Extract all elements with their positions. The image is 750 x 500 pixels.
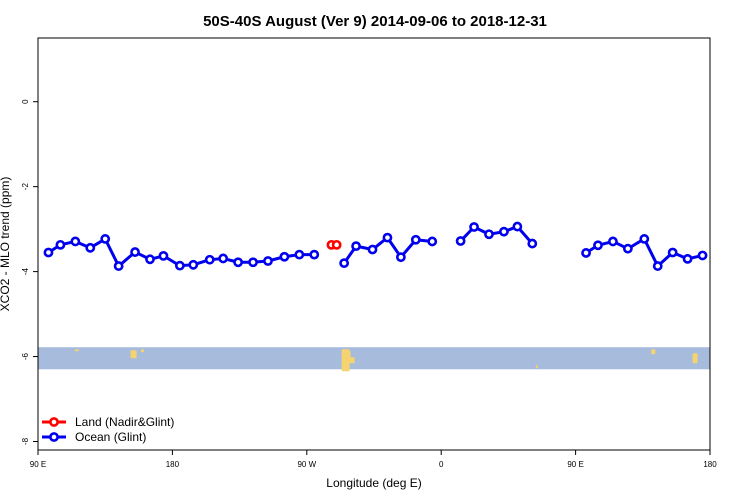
land-patch-1 [130, 350, 137, 359]
ocean-glint-point-0-1 [55, 239, 66, 250]
x-tick-label-4: 90 E [567, 460, 583, 469]
chart-title: 50S-40S August (Ver 9) 2014-09-06 to 201… [203, 13, 547, 30]
y-tick-label-0: 0 [21, 99, 30, 104]
land-patch-2 [141, 349, 145, 353]
land-patch-5 [348, 357, 355, 364]
x-axis: 90 E 180 90 W 0 90 E 180 [30, 450, 717, 469]
ocean-glint-point-1-2 [367, 244, 378, 255]
x-tick-label-1: 180 [166, 460, 180, 469]
legend-marker-1 [49, 432, 59, 442]
ocean-glint-point-3-6 [667, 247, 678, 258]
ocean-glint-point-0-6 [130, 247, 140, 257]
ocean-glint-point-2-1 [469, 222, 479, 232]
ocean-glint-point-2-3 [499, 226, 509, 237]
x-tick-label-2: 90 W [297, 460, 316, 469]
map-band [38, 347, 710, 372]
land-nadir-glint-point-0-1 [331, 239, 342, 250]
ocean-glint-point-0-15 [263, 256, 273, 266]
ocean-glint-point-3-5 [652, 261, 663, 271]
ocean-glint-point-1-6 [427, 236, 438, 247]
ocean-glint-point-3-7 [682, 253, 693, 264]
ocean-glint-point-3-2 [608, 236, 618, 247]
ocean-glint-point-3-4 [639, 234, 650, 244]
ocean-glint-point-2-5 [527, 238, 538, 249]
ocean-glint-point-0-10 [188, 259, 199, 270]
legend-label-0: Land (Nadir&Glint) [75, 415, 174, 429]
y-tick-label-2: -4 [21, 268, 30, 276]
ocean-glint-point-0-4 [100, 234, 111, 244]
legend-marker-0 [49, 417, 59, 427]
ocean-glint-point-0-17 [294, 249, 305, 260]
y-tick-label-4: -8 [21, 437, 30, 445]
y-axis: 0 -2 -4 -6 -8 [21, 99, 38, 445]
ocean-glint-point-2-2 [484, 229, 494, 240]
series-layer [43, 221, 708, 271]
x-axis-label: Longitude (deg E) [326, 476, 421, 490]
ocean-glint-point-0-13 [233, 257, 244, 268]
ocean-glint-point-2-4 [512, 221, 523, 232]
land-patch-0 [74, 349, 79, 352]
land-patch-7 [651, 349, 656, 355]
legend-label-1: Ocean (Glint) [75, 430, 146, 444]
ocean-glint-point-0-0 [43, 247, 54, 258]
ocean-glint-point-1-1 [351, 241, 361, 252]
ocean-glint-point-0-8 [158, 250, 169, 261]
ocean-glint-point-1-5 [410, 234, 421, 245]
ocean-glint-point-3-8 [697, 250, 708, 261]
y-tick-label-3: -6 [21, 352, 30, 360]
legend: Land (Nadir&Glint)Ocean (Glint) [42, 415, 174, 444]
ocean-glint-point-1-0 [339, 258, 350, 269]
y-tick-label-1: -2 [21, 183, 30, 191]
plot-frame [37, 37, 711, 451]
ocean-glint-point-3-3 [622, 243, 633, 254]
ocean-glint-point-1-4 [395, 252, 406, 263]
ocean-glint-point-0-14 [248, 257, 258, 268]
x-tick-label-5: 180 [703, 460, 717, 469]
land-patch-6 [535, 365, 538, 369]
y-axis-label: XCO2 - MLO trend (ppm) [0, 177, 12, 312]
x-tick-label-0: 90 E [30, 460, 46, 469]
ocean-glint-point-0-9 [174, 260, 185, 271]
ocean-glint-point-0-11 [204, 254, 215, 265]
ocean-glint-point-0-3 [85, 242, 96, 253]
ocean-glint-point-0-2 [70, 236, 81, 247]
ocean-glint-point-0-16 [279, 251, 290, 262]
ocean-glint-point-0-7 [145, 254, 155, 265]
ocean-glint-point-0-12 [218, 253, 229, 264]
ocean-band [38, 347, 710, 370]
ocean-glint-point-0-18 [309, 249, 320, 260]
ocean-glint-point-3-1 [593, 240, 603, 251]
ocean-glint-point-1-3 [382, 232, 393, 243]
ocean-glint-point-2-0 [455, 236, 466, 246]
ocean-glint-point-0-5 [113, 261, 124, 271]
x-tick-label-3: 0 [439, 460, 444, 469]
land-patch-8 [692, 353, 698, 364]
ocean-glint-point-3-0 [581, 248, 591, 258]
